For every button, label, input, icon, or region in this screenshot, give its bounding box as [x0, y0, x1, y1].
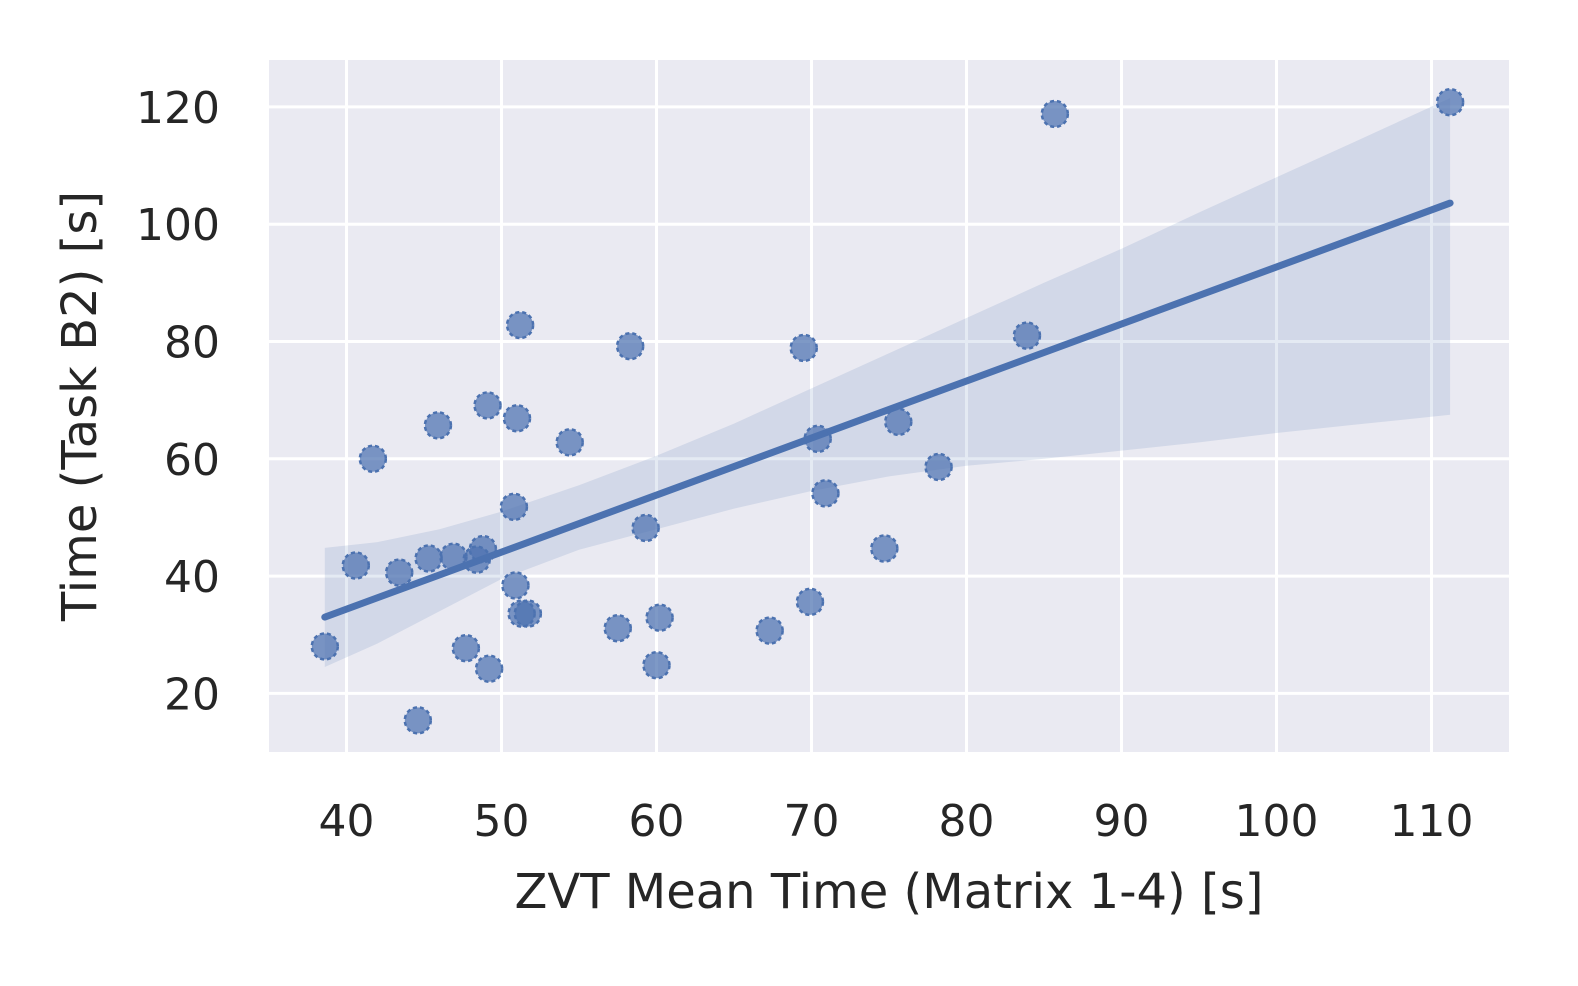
scatter-point: [755, 616, 784, 645]
scatter-point: [603, 614, 632, 643]
x-tick-label: 60: [629, 796, 685, 847]
scatter-point: [310, 632, 340, 661]
y-tick-label: 100: [136, 200, 220, 251]
y-tick-label: 80: [164, 317, 220, 368]
scatter-point: [645, 603, 674, 632]
regression-line-layer: [321, 199, 1454, 621]
y-tick-label: 60: [164, 435, 220, 486]
scatter-point: [499, 492, 529, 522]
scatter-point: [870, 534, 899, 563]
scatter-point: [555, 428, 584, 457]
x-tick-label: 50: [474, 796, 530, 847]
scatter-point: [1435, 87, 1465, 117]
scatter-point: [473, 391, 502, 420]
scatter-point: [384, 558, 414, 587]
scatter-point: [631, 513, 660, 543]
points-layer: [310, 87, 1465, 735]
y-tick-label: 20: [164, 669, 220, 720]
scatter-point: [341, 551, 371, 580]
x-tick-labels: 40 50 60 70 80 90 100 110: [319, 796, 1474, 847]
scatter-point: [789, 333, 818, 363]
scatter-point: [502, 404, 532, 433]
y-tick-labels: 20 40 60 80 100 120: [136, 83, 220, 720]
x-tick-label: 100: [1235, 796, 1319, 847]
scatter-point: [358, 444, 388, 474]
scatter-point: [803, 424, 832, 454]
y-tick-label: 40: [164, 552, 220, 603]
x-tick-label: 70: [784, 796, 840, 847]
scatter-point: [811, 479, 840, 508]
scatter-point: [505, 310, 535, 340]
confidence-band-layer: [324, 98, 1451, 668]
x-tick-label: 80: [939, 796, 995, 847]
scatter-point: [615, 331, 645, 361]
x-axis-label: ZVT Mean Time (Matrix 1-4) [s]: [514, 864, 1263, 920]
confidence-band: [324, 98, 1451, 668]
scatter-point: [513, 599, 543, 628]
y-tick-label: 120: [136, 83, 220, 134]
scatter-point: [423, 411, 453, 440]
scatter-point: [795, 587, 825, 617]
scatter-point: [1012, 321, 1042, 350]
x-tick-label: 90: [1094, 796, 1150, 847]
regression-line: [321, 199, 1454, 621]
scatter-point: [642, 650, 671, 680]
scatter-point: [439, 542, 468, 571]
y-axis-label: Time (Task B2) [s]: [52, 191, 108, 622]
x-tick-label: 40: [319, 796, 375, 847]
scatter-point: [474, 654, 504, 683]
scatter-point: [403, 706, 433, 735]
x-tick-label: 110: [1390, 796, 1474, 847]
scatter-point: [884, 407, 913, 437]
scatter-point: [414, 544, 443, 573]
scatter-point: [1040, 99, 1070, 129]
scatter-point: [451, 633, 481, 663]
scatter-point: [924, 452, 953, 482]
scatter-point: [468, 534, 498, 564]
grid-lines: [269, 60, 1509, 752]
scatter-point: [501, 571, 530, 600]
